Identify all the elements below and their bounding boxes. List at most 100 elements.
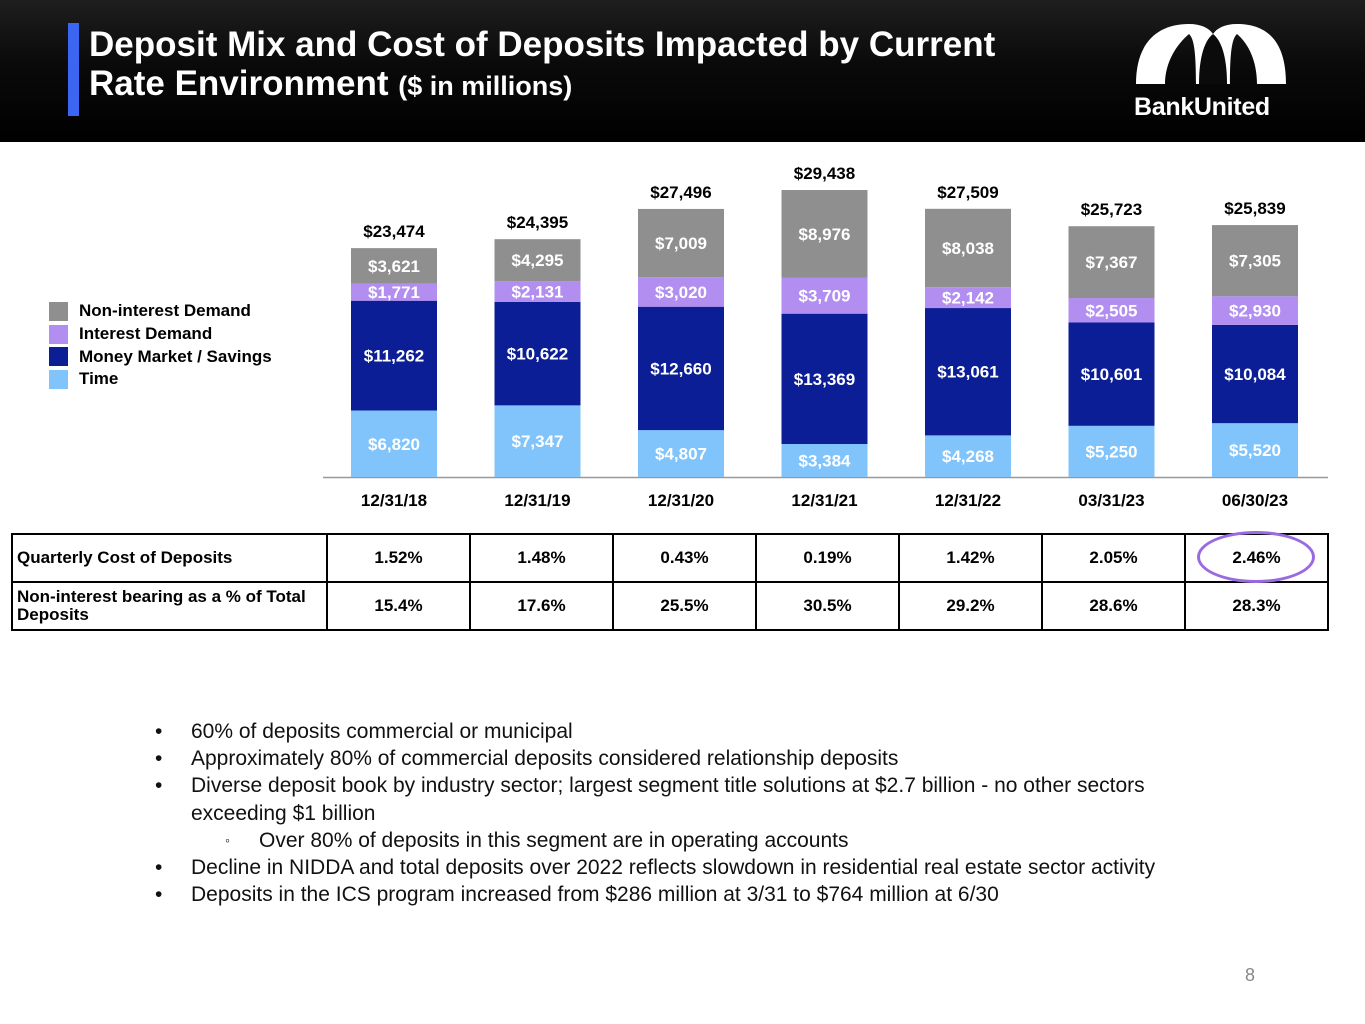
bar-segment-time bbox=[638, 430, 724, 477]
table-cell: 28.6% bbox=[1041, 581, 1186, 631]
bar-total-label: $27,496 bbox=[650, 183, 711, 202]
commentary-bullets: • 60% of deposits commercial or municipal… bbox=[155, 718, 1285, 908]
bar-segment-time bbox=[781, 444, 868, 477]
segment-value-label: $11,262 bbox=[364, 347, 425, 366]
table-row-cost-of-deposits: Quarterly Cost of Deposits 1.52% 1.48% 0… bbox=[11, 531, 1329, 583]
segment-value-label: $10,601 bbox=[1081, 365, 1142, 384]
bar-segment-interest-demand bbox=[1212, 296, 1298, 325]
bar-segment-interest-demand bbox=[925, 287, 1011, 309]
legend-label: Money Market / Savings bbox=[79, 346, 272, 366]
slide-title: Deposit Mix and Cost of Deposits Impacte… bbox=[89, 25, 1109, 106]
table-cell: 1.48% bbox=[469, 533, 614, 583]
segment-value-label: $2,131 bbox=[512, 282, 564, 301]
table-cell: 29.2% bbox=[898, 581, 1043, 631]
legend-label: Interest Demand bbox=[79, 324, 213, 344]
x-tick-label: 12/31/21 bbox=[791, 491, 857, 510]
bar-segment-interest-demand bbox=[351, 283, 437, 301]
bar-segment-interest-demand bbox=[781, 277, 868, 314]
bar-segment-time bbox=[351, 410, 437, 477]
legend-item-time: Time bbox=[49, 368, 272, 391]
bar-segment-time bbox=[1068, 425, 1155, 477]
x-tick-label: 12/31/18 bbox=[361, 491, 427, 510]
table-cell: 17.6% bbox=[469, 581, 614, 631]
bar-segment-non-interest-demand bbox=[1068, 226, 1155, 299]
bar-total-label: $25,839 bbox=[1224, 199, 1285, 218]
bar-segment-money-market-savings bbox=[925, 308, 1011, 436]
x-tick-label: 12/31/22 bbox=[935, 491, 1001, 510]
bar-segment-money-market-savings bbox=[781, 313, 868, 445]
bar-total-label: $25,723 bbox=[1081, 200, 1142, 219]
sub-bullet-item: ◦ Over 80% of deposits in this segment ar… bbox=[155, 827, 1285, 854]
bar-segment-non-interest-demand bbox=[494, 239, 581, 282]
table-cell: 25.5% bbox=[612, 581, 757, 631]
segment-value-label: $3,621 bbox=[368, 257, 420, 276]
segment-value-label: $1,771 bbox=[368, 283, 420, 302]
segment-value-label: $6,820 bbox=[368, 435, 420, 454]
segment-value-label: $7,347 bbox=[512, 432, 564, 451]
bullet-text: Diverse deposit book by industry sector;… bbox=[191, 774, 1145, 825]
segment-value-label: $4,268 bbox=[942, 447, 994, 466]
segment-value-label: $3,020 bbox=[655, 283, 707, 302]
bar-segment-money-market-savings bbox=[351, 300, 437, 411]
bullet-item: • Decline in NIDDA and total deposits ove… bbox=[155, 854, 1285, 881]
bar-total-label: $23,474 bbox=[363, 222, 425, 241]
bullet-text: Over 80% of deposits in this segment are… bbox=[259, 828, 849, 852]
bar-segment-non-interest-demand bbox=[638, 208, 724, 278]
segment-value-label: $3,384 bbox=[799, 452, 852, 471]
legend-swatch bbox=[49, 347, 68, 367]
bar-segment-interest-demand bbox=[1068, 298, 1155, 323]
bullet-text: Deposits in the ICS program increased fr… bbox=[191, 883, 999, 907]
table-cell: 1.42% bbox=[898, 533, 1043, 583]
deposit-mix-stacked-bar-chart: $6,820 $11,262 $1,771 $3,621 $23,474 12/31/18… bbox=[323, 164, 1328, 510]
highlight-circle bbox=[1197, 531, 1316, 583]
legend-item-interest-demand: Interest Demand bbox=[49, 323, 272, 346]
segment-value-label: $8,038 bbox=[942, 239, 994, 258]
bullet-item: • 60% of deposits commercial or municipal bbox=[155, 718, 1285, 745]
segment-value-label: $12,660 bbox=[650, 359, 711, 378]
segment-value-label: $2,142 bbox=[942, 289, 994, 308]
bar-segment-interest-demand bbox=[494, 281, 581, 302]
sub-bullet-marker: ◦ bbox=[225, 831, 230, 848]
bullet-item: • Deposits in the ICS program increased f… bbox=[155, 881, 1285, 908]
bullet-marker: • bbox=[155, 774, 163, 798]
segment-value-label: $13,369 bbox=[794, 370, 855, 389]
legend-label: Time bbox=[79, 369, 119, 389]
bar-segment-non-interest-demand bbox=[351, 248, 437, 284]
bar-segment-time bbox=[494, 405, 581, 477]
table-cell: 1.52% bbox=[326, 533, 471, 583]
row-label: Non-interest bearing as a % of Total Dep… bbox=[11, 581, 328, 631]
chart-legend: Non-interest Demand Interest Demand Mone… bbox=[49, 300, 272, 391]
segment-value-label: $10,622 bbox=[507, 345, 568, 364]
bullet-marker: • bbox=[155, 883, 163, 907]
bar-segment-non-interest-demand bbox=[781, 190, 868, 278]
bar-total-label: $27,509 bbox=[937, 183, 998, 202]
bullet-text: 60% of deposits commercial or municipal bbox=[191, 720, 573, 743]
legend-swatch bbox=[49, 369, 68, 389]
bankunited-arch-logo-icon bbox=[1136, 24, 1286, 84]
bar-total-label: $29,438 bbox=[794, 164, 855, 183]
page-number: 8 bbox=[1245, 965, 1256, 985]
table-cell-highlighted: 2.46% bbox=[1184, 531, 1329, 583]
bar-segment-money-market-savings bbox=[1212, 324, 1298, 424]
segment-value-label: $7,009 bbox=[655, 234, 707, 253]
segment-value-label: $8,976 bbox=[799, 225, 851, 244]
title-line-2: Rate Environment bbox=[89, 64, 389, 103]
segment-value-label: $4,295 bbox=[512, 251, 564, 270]
slide-header: Deposit Mix and Cost of Deposits Impacte… bbox=[0, 0, 1365, 142]
segment-value-label: $13,061 bbox=[937, 363, 998, 382]
title-line-1: Deposit Mix and Cost of Deposits Impacte… bbox=[89, 25, 996, 64]
table-cell: 0.19% bbox=[755, 533, 900, 583]
legend-swatch bbox=[49, 301, 68, 321]
deposit-metrics-table: Quarterly Cost of Deposits 1.52% 1.48% 0… bbox=[11, 531, 1329, 631]
bar-segment-non-interest-demand bbox=[925, 208, 1011, 288]
bullet-marker: • bbox=[155, 720, 163, 743]
x-tick-label: 12/31/19 bbox=[504, 491, 570, 510]
bar-segment-time bbox=[925, 435, 1011, 477]
title-units: ($ in millions) bbox=[398, 71, 573, 101]
table-cell: 30.5% bbox=[755, 581, 900, 631]
segment-value-label: $2,505 bbox=[1086, 301, 1138, 320]
bullet-item: • Approximately 80% of commercial deposit… bbox=[155, 745, 1285, 772]
bar-segment-non-interest-demand bbox=[1212, 225, 1298, 297]
segment-value-label: $10,084 bbox=[1224, 365, 1286, 384]
bar-segment-money-market-savings bbox=[494, 301, 581, 406]
